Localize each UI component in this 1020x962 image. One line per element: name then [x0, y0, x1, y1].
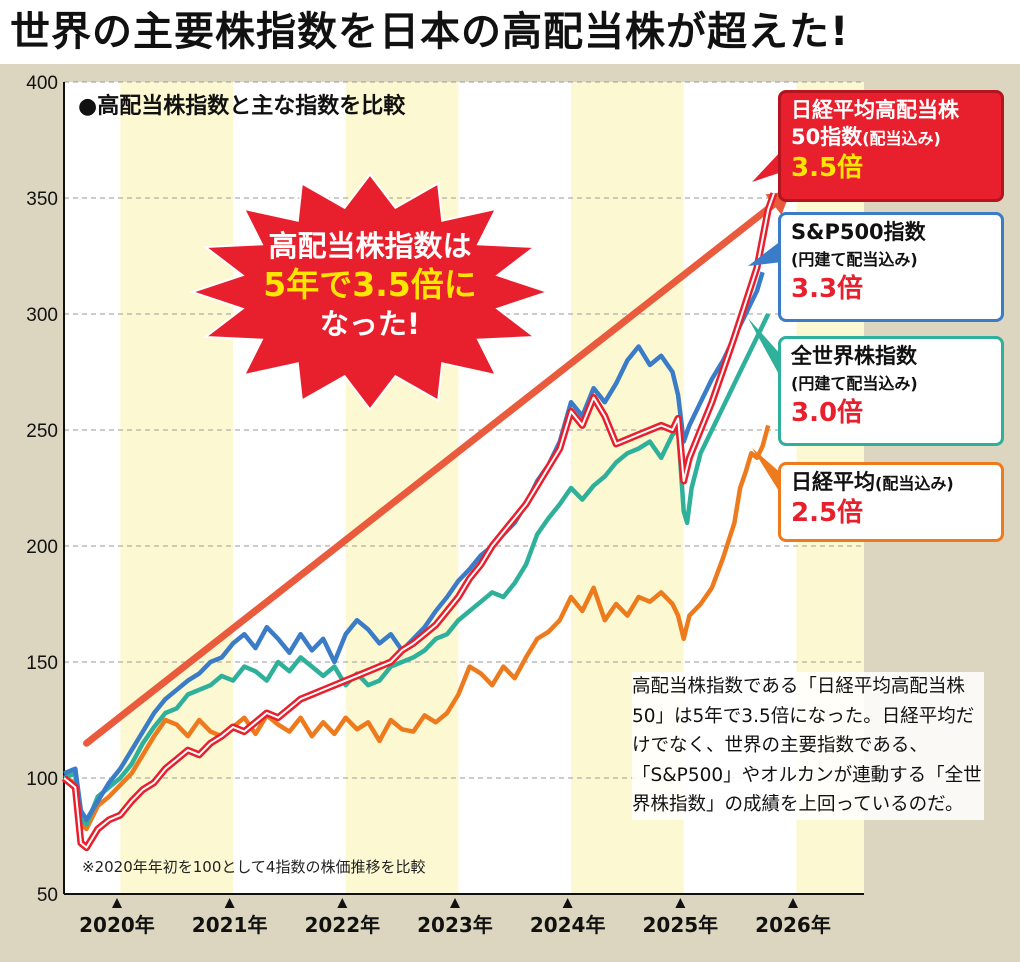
- x-tick-marker-2026: [788, 898, 799, 908]
- series-line-1: [63, 313, 771, 827]
- chart-subtitle: ●高配当株指数と主な指数を比較: [78, 93, 406, 119]
- footnote: ※2020年年初を100として4指数の株価推移を比較: [82, 858, 425, 876]
- x-tick-marker-2023: [449, 898, 460, 908]
- callout-nikkei-hd-line2-small: (配当込み): [862, 129, 941, 148]
- series-line-2: [63, 271, 765, 823]
- y-axis-ticks: 50 100 150 200 250 300 350 400: [26, 73, 58, 906]
- y-tick-50: 50: [37, 885, 58, 906]
- callout-nikkei-high-dividend: 日経平均高配当株 50指数(配当込み) 3.5倍: [778, 90, 1004, 202]
- x-axis-ticks: 2020年 2021年 2022年 2023年 2024年 2025年 2026年: [79, 898, 831, 937]
- callout-pointers: [748, 150, 782, 496]
- description-text: 高配当株指数である「日経平均高配当株50」は5年で3.5倍になった。日経平均だけ…: [632, 672, 984, 820]
- x-tick-2026: 2026年: [755, 913, 831, 937]
- callout-world-multiplier: 3.0倍: [791, 398, 864, 428]
- x-tick-2021: 2021年: [192, 913, 268, 937]
- annotation-line1: 高配当株指数は: [268, 229, 471, 263]
- x-tick-marker-2022: [337, 898, 348, 908]
- callout-nikkei-multiplier: 2.5倍: [791, 498, 864, 528]
- callout-world: 全世界株指数 (円建て配当込み) 3.0倍: [778, 336, 1004, 446]
- y-tick-400: 400: [26, 73, 58, 94]
- x-tick-2023: 2023年: [417, 913, 493, 937]
- series-line-0: [63, 424, 771, 832]
- callout-sp500: S&P500指数 (円建て配当込み) 3.3倍: [778, 212, 1004, 322]
- y-tick-150: 150: [26, 653, 58, 674]
- x-tick-marker-2020: [111, 898, 122, 908]
- year-band-2020: [120, 82, 234, 894]
- callout-nikkei-hd-line1: 日経平均高配当株: [791, 98, 959, 122]
- callout-world-line1: 全世界株指数: [791, 344, 917, 368]
- callout-nikkei-hd-line2: 50指数: [791, 125, 863, 149]
- x-tick-2022: 2022年: [304, 913, 380, 937]
- callout-sp500-multiplier: 3.3倍: [791, 274, 864, 304]
- series-line-highlight-3: [63, 193, 775, 849]
- burst-shape: [188, 172, 552, 412]
- y-tick-300: 300: [26, 305, 58, 326]
- pointer-nikkei: [752, 448, 782, 496]
- callout-world-line2: (円建て配当込み): [791, 374, 918, 393]
- y-tick-200: 200: [26, 537, 58, 558]
- page-headline: 世界の主要株指数を日本の高配当株が超えた!: [10, 9, 850, 55]
- callout-sp500-line2: (円建て配当込み): [791, 250, 918, 269]
- callout-sp500-line1: S&P500指数: [791, 220, 926, 244]
- pointer-sp500: [748, 240, 782, 266]
- x-tick-marker-2024: [562, 898, 573, 908]
- callout-nikkei-hd-multiplier: 3.5倍: [791, 153, 864, 183]
- x-tick-marker-2021: [224, 898, 235, 908]
- pointer-world: [748, 318, 782, 380]
- callout-nikkei: 日経平均(配当込み) 2.5倍: [778, 462, 1004, 542]
- y-tick-100: 100: [26, 769, 58, 790]
- x-tick-2024: 2024年: [530, 913, 606, 937]
- series-lines: [61, 192, 778, 852]
- x-tick-2025: 2025年: [643, 913, 719, 937]
- x-tick-2020: 2020年: [79, 913, 155, 937]
- callout-nikkei-line1: 日経平均: [791, 470, 875, 494]
- callout-nikkei-line1-small: (配当込み): [875, 474, 954, 493]
- y-tick-250: 250: [26, 421, 58, 442]
- trend-arrow-shaft: [83, 201, 777, 747]
- y-tick-350: 350: [26, 189, 58, 210]
- x-tick-marker-2025: [675, 898, 686, 908]
- annotation-line3: なった!: [320, 307, 420, 341]
- annotation-line2: 5年で3.5倍に: [263, 265, 476, 304]
- pointer-nikkei-hd: [752, 150, 782, 182]
- annotation-burst: 高配当株指数は 5年で3.5倍に なった!: [188, 172, 552, 412]
